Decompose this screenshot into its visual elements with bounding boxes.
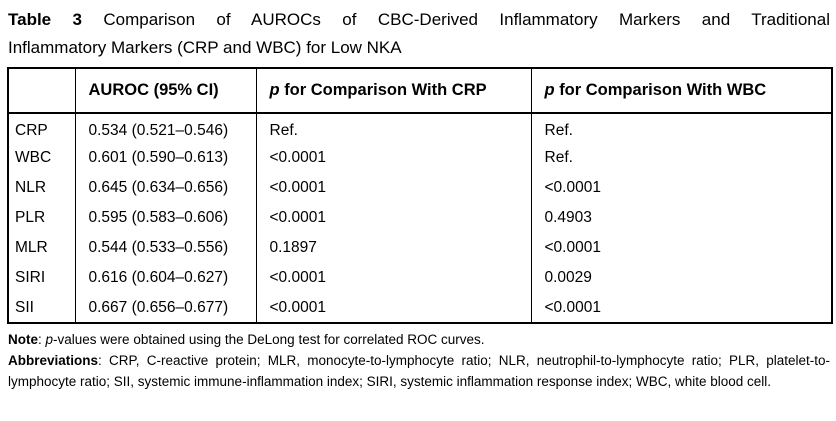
- cell-auroc: 0.645 (0.634–0.656): [74, 173, 256, 203]
- title-text-line2: Inflammatory Markers (CRP and WBC) for L…: [8, 38, 402, 57]
- cell-marker: PLR: [15, 209, 46, 226]
- cell-marker: CRP: [15, 121, 48, 139]
- header-auroc: AUROC (95% CI): [74, 68, 256, 114]
- table-row-mlr: MLR 0.544 (0.533–0.556) 0.1897 <0.0001: [8, 233, 832, 263]
- cell-auroc: 0.595 (0.583–0.606): [74, 203, 256, 233]
- cell-p-wbc: <0.0001: [530, 293, 832, 323]
- table-header-row: AUROC (95% CI) p for Comparison With CRP…: [8, 68, 832, 114]
- header-p-vs-wbc: p for Comparison With WBC: [530, 68, 832, 114]
- abbreviations-text: : CRP, C-reactive protein; MLR, monocyte…: [8, 353, 830, 389]
- cell-marker: WBC: [15, 149, 52, 166]
- cell-auroc: 0.544 (0.533–0.556): [74, 233, 256, 263]
- abbreviations-label: Abbreviations: [8, 353, 99, 368]
- table-footnotes: Note: p-values were obtained using the D…: [8, 329, 830, 392]
- table-row-sii: SII 0.667 (0.656–0.677) <0.0001 <0.0001: [8, 293, 832, 323]
- cell-p-crp: Ref.: [255, 113, 531, 143]
- note-line: Note: p-values were obtained using the D…: [8, 329, 830, 350]
- cell-p-crp: <0.0001: [255, 263, 531, 293]
- table-row-nlr: NLR 0.645 (0.634–0.656) <0.0001 <0.0001: [8, 173, 832, 203]
- cell-p-wbc: <0.0001: [530, 173, 832, 203]
- cell-marker: NLR: [15, 179, 47, 196]
- table-number: Table 3: [8, 10, 82, 29]
- p-symbol: p: [269, 81, 280, 99]
- auroc-comparison-table: AUROC (95% CI) p for Comparison With CRP…: [7, 67, 833, 324]
- table-row-wbc: WBC 0.601 (0.590–0.613) <0.0001 Ref.: [8, 143, 832, 173]
- cell-auroc: 0.616 (0.604–0.627): [74, 263, 256, 293]
- cell-marker: SIRI: [15, 269, 46, 286]
- cell-p-crp: 0.1897: [255, 233, 531, 263]
- cell-p-crp: <0.0001: [255, 143, 531, 173]
- cell-auroc: 0.667 (0.656–0.677): [74, 293, 256, 323]
- cell-p-wbc: <0.0001: [530, 233, 832, 263]
- table-row-plr: PLR 0.595 (0.583–0.606) <0.0001 0.4903: [8, 203, 832, 233]
- note-p-symbol: p: [45, 332, 54, 347]
- header-marker-empty: [8, 68, 75, 114]
- abbreviations-line: Abbreviations: CRP, C-reactive protein; …: [8, 350, 830, 392]
- cell-p-wbc: 0.0029: [530, 263, 832, 293]
- cell-auroc: 0.534 (0.521–0.546): [74, 113, 256, 143]
- cell-auroc: 0.601 (0.590–0.613): [74, 143, 256, 173]
- cell-p-wbc: Ref.: [530, 113, 832, 143]
- cell-p-crp: <0.0001: [255, 203, 531, 233]
- header-p-vs-crp: p for Comparison With CRP: [255, 68, 531, 114]
- title-line-2: Inflammatory Markers (CRP and WBC) for L…: [8, 34, 830, 62]
- note-label: Note: [8, 332, 38, 347]
- cell-marker: SII: [15, 298, 34, 316]
- cell-p-crp: <0.0001: [255, 293, 531, 323]
- table-row-siri: SIRI 0.616 (0.604–0.627) <0.0001 0.0029: [8, 263, 832, 293]
- p-symbol: p: [544, 81, 555, 99]
- cell-p-wbc: Ref.: [530, 143, 832, 173]
- title-line-1: Table 3 Comparison of AUROCs of CBC-Deri…: [8, 6, 830, 34]
- table-row-crp: CRP 0.534 (0.521–0.546) Ref. Ref.: [8, 113, 832, 143]
- note-separator: :: [38, 332, 46, 347]
- header-p-crp-text: for Comparison With CRP: [284, 81, 487, 99]
- note-text: -values were obtained using the DeLong t…: [53, 332, 485, 347]
- title-text-line1: Comparison of AUROCs of CBC-Derived Infl…: [103, 10, 830, 29]
- cell-p-wbc: 0.4903: [530, 203, 832, 233]
- cell-p-crp: <0.0001: [255, 173, 531, 203]
- header-p-wbc-text: for Comparison With WBC: [559, 81, 767, 99]
- table-title: Table 3 Comparison of AUROCs of CBC-Deri…: [8, 6, 830, 62]
- cell-marker: MLR: [15, 239, 48, 256]
